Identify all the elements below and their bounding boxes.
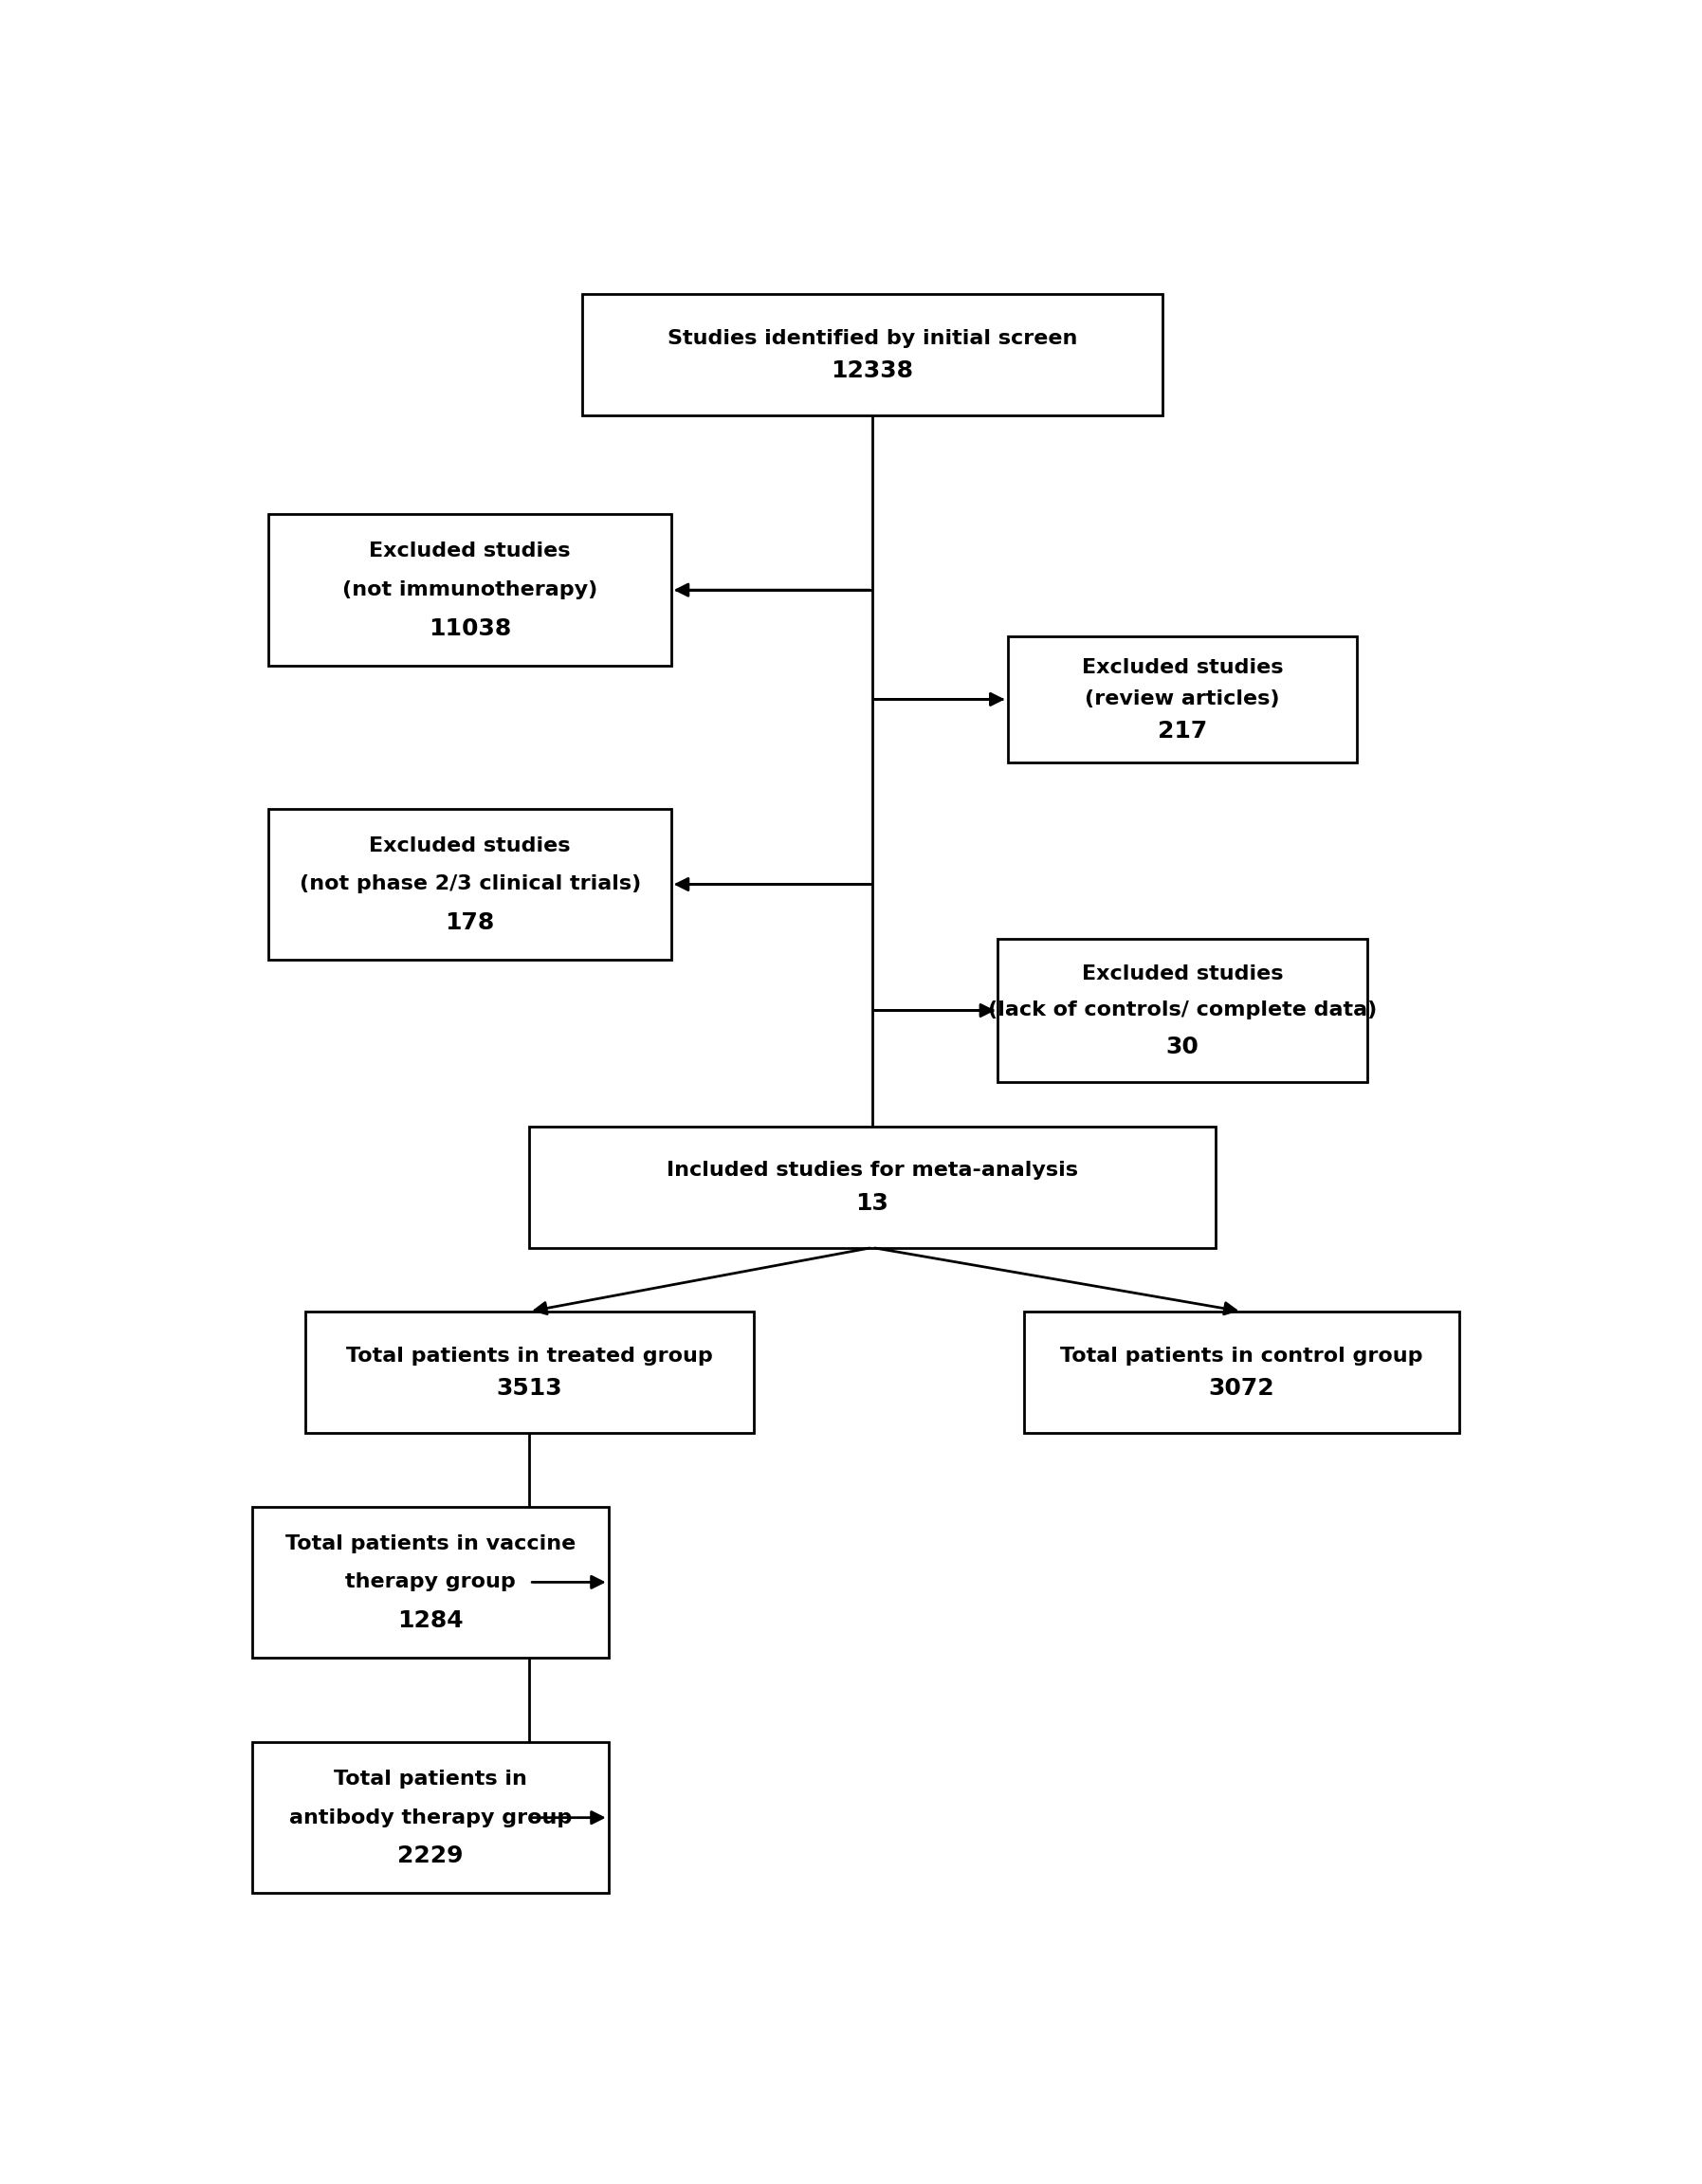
Text: 217: 217	[1157, 721, 1207, 743]
Text: 30: 30	[1166, 1035, 1198, 1059]
Text: Total patients in control group: Total patients in control group	[1060, 1345, 1423, 1365]
Text: Total patients in treated group: Total patients in treated group	[346, 1345, 713, 1365]
Text: 3513: 3513	[497, 1376, 562, 1400]
FancyBboxPatch shape	[252, 1507, 609, 1658]
Text: 12338: 12338	[831, 360, 914, 382]
Text: Studies identified by initial screen: Studies identified by initial screen	[667, 330, 1077, 347]
Text: 178: 178	[446, 911, 495, 935]
Text: Excluded studies: Excluded studies	[369, 836, 570, 856]
FancyBboxPatch shape	[1025, 1310, 1459, 1433]
FancyBboxPatch shape	[529, 1127, 1215, 1247]
Text: Total patients in: Total patients in	[334, 1769, 528, 1789]
Text: (not immunotherapy): (not immunotherapy)	[342, 581, 597, 598]
Text: Excluded studies: Excluded studies	[369, 542, 570, 561]
FancyBboxPatch shape	[252, 1743, 609, 1894]
Text: 13: 13	[856, 1192, 888, 1214]
Text: Excluded studies: Excluded studies	[1081, 657, 1283, 677]
FancyBboxPatch shape	[582, 295, 1162, 415]
Text: 3072: 3072	[1208, 1376, 1275, 1400]
FancyBboxPatch shape	[1008, 636, 1356, 762]
Text: 1284: 1284	[397, 1610, 463, 1631]
Text: (lack of controls/ complete data): (lack of controls/ complete data)	[987, 1000, 1377, 1020]
Text: therapy group: therapy group	[346, 1572, 516, 1592]
FancyBboxPatch shape	[269, 808, 671, 961]
Text: Total patients in vaccine: Total patients in vaccine	[286, 1533, 575, 1553]
FancyBboxPatch shape	[305, 1310, 754, 1433]
Text: Excluded studies: Excluded studies	[1081, 965, 1283, 983]
Text: (not phase 2/3 clinical trials): (not phase 2/3 clinical trials)	[300, 876, 640, 893]
FancyBboxPatch shape	[997, 939, 1367, 1081]
Text: (review articles): (review articles)	[1084, 690, 1280, 710]
Text: 2229: 2229	[398, 1845, 463, 1867]
Text: Included studies for meta-analysis: Included studies for meta-analysis	[667, 1162, 1077, 1179]
Text: 11038: 11038	[429, 618, 511, 640]
Text: antibody therapy group: antibody therapy group	[289, 1808, 572, 1828]
FancyBboxPatch shape	[269, 513, 671, 666]
